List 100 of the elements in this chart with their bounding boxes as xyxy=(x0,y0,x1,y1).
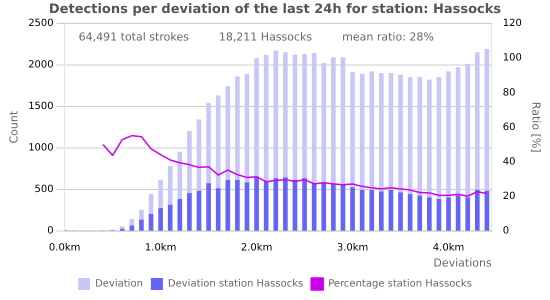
bar xyxy=(350,187,355,231)
bar xyxy=(196,190,202,231)
y-tick-label: 500 xyxy=(34,184,54,195)
bar xyxy=(408,77,412,195)
bar xyxy=(235,180,240,231)
bar xyxy=(225,86,230,181)
bar xyxy=(158,180,163,209)
bar xyxy=(264,54,269,182)
y2-tick-label: 100 xyxy=(502,52,522,64)
bar xyxy=(474,52,480,191)
y-tick-label: 1000 xyxy=(28,142,54,154)
bar xyxy=(408,194,412,231)
bar xyxy=(148,194,154,215)
bar xyxy=(302,178,307,231)
bar xyxy=(465,197,470,231)
bar xyxy=(360,74,364,191)
bar xyxy=(331,184,336,231)
annotation: 64,491 total strokes xyxy=(78,30,190,44)
bar xyxy=(264,180,269,231)
bar xyxy=(312,183,316,231)
bar xyxy=(340,184,346,231)
x-tick-label: 3.0km xyxy=(336,242,368,254)
bar xyxy=(254,58,259,178)
bar xyxy=(177,198,182,231)
bar xyxy=(484,48,490,192)
bar xyxy=(216,188,221,231)
bar xyxy=(360,190,364,231)
bar xyxy=(130,225,134,231)
bar xyxy=(417,196,422,231)
bar xyxy=(273,50,278,179)
bar xyxy=(244,182,250,231)
bar xyxy=(465,64,470,198)
bar xyxy=(456,67,460,196)
bar xyxy=(283,177,288,231)
bar xyxy=(369,190,374,231)
bar xyxy=(139,210,144,220)
bar xyxy=(273,178,278,231)
bar xyxy=(292,54,298,181)
bar xyxy=(187,131,192,194)
chart-title: Detections per deviation of the last 24h for station: Hassocks xyxy=(48,2,502,18)
bar xyxy=(388,190,394,231)
y-tick-label: 0 xyxy=(47,225,54,236)
bar xyxy=(427,197,432,231)
bar xyxy=(158,208,163,231)
y2-tick-label: 80 xyxy=(502,87,516,98)
bar xyxy=(436,198,442,231)
x-axis-title: Deviations xyxy=(433,256,492,270)
bar xyxy=(254,176,259,231)
bar xyxy=(417,77,422,196)
x-tick-label: 1.0km xyxy=(144,242,176,254)
annotation: 18,211 Hassocks xyxy=(218,30,312,44)
bar xyxy=(456,196,460,231)
bar xyxy=(225,180,230,231)
y2-tick-label: 120 xyxy=(502,18,522,30)
bar xyxy=(321,63,326,184)
bar xyxy=(187,193,192,231)
bar xyxy=(484,190,490,231)
bar xyxy=(398,74,403,194)
bar xyxy=(283,52,288,178)
y2-tick-label: 20 xyxy=(502,190,516,202)
y-tick-label: 1500 xyxy=(28,101,54,112)
bar xyxy=(321,183,326,231)
bar xyxy=(340,57,346,185)
bar xyxy=(292,180,298,231)
y-axis-title: Count xyxy=(7,110,20,144)
y2-tick-label: 40 xyxy=(502,156,516,168)
bar xyxy=(331,57,336,185)
y2-tick-label: 60 xyxy=(502,122,516,133)
bar xyxy=(474,190,480,231)
x-tick-label: 4.0km xyxy=(432,242,464,254)
y-tick-label: 2000 xyxy=(28,60,54,71)
bar xyxy=(168,166,173,206)
bar xyxy=(379,73,384,192)
bar xyxy=(427,80,432,198)
bar xyxy=(312,53,316,184)
bar xyxy=(388,73,394,191)
bar xyxy=(398,192,403,231)
bar xyxy=(168,204,173,231)
bar xyxy=(350,72,355,188)
bar xyxy=(148,214,154,231)
bar xyxy=(235,76,240,181)
y2-tick-label: 0 xyxy=(502,225,510,236)
bar xyxy=(139,220,144,231)
bar xyxy=(446,71,451,198)
bar xyxy=(216,95,221,189)
legend-label: Deviation xyxy=(95,278,143,290)
bar xyxy=(244,74,250,184)
bar xyxy=(369,71,374,191)
bar xyxy=(177,152,182,200)
x-tick-label: 0.0km xyxy=(48,242,80,254)
annotation: mean ratio: 28% xyxy=(342,30,434,44)
legend-label: Percentage station Hassocks xyxy=(328,278,472,290)
bar xyxy=(196,119,202,192)
bar xyxy=(446,197,451,231)
bar xyxy=(206,183,211,231)
legend-label: Deviation station Hassocks xyxy=(168,278,304,290)
y2-axis-title: Ratio [%] xyxy=(530,102,543,153)
x-tick-label: 2.0km xyxy=(240,242,272,254)
bar xyxy=(436,77,442,200)
y-tick-label: 2500 xyxy=(28,18,54,30)
